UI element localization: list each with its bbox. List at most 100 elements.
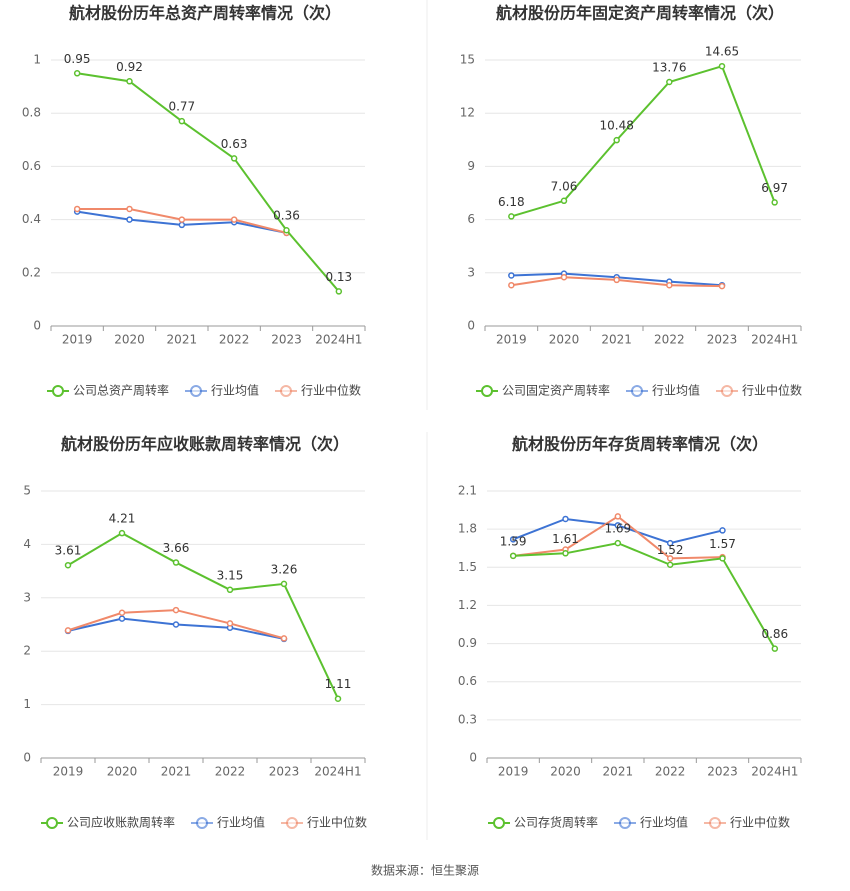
data-label: 0.63 [221,137,248,151]
legend-label: 公司存货周转率 [514,815,598,830]
data-label: 1.57 [709,537,736,551]
point [666,555,674,562]
point [118,609,126,617]
legend-item: 行业中位数 [281,815,367,830]
data-label: 3.61 [55,544,82,558]
x-tick-label: 2021 [167,333,198,347]
legend-label: 公司总资产周转率 [73,383,169,398]
x-tick-label: 2021 [161,765,192,779]
point [283,226,290,234]
chart-title: 航材股份历年总资产周转率情况（次） [69,4,341,23]
point [64,561,72,569]
legend-item: 行业均值 [626,383,700,398]
point [613,136,620,144]
point [613,276,620,284]
series-line [67,532,339,700]
x-tick-label: 2023 [707,765,738,779]
data-label: 1.69 [604,522,631,536]
data-label: 7.06 [551,179,578,193]
point [126,78,133,85]
legend-label: 行业均值 [217,815,265,830]
x-tick-label: 2022 [654,333,685,347]
y-tick-label: 3 [23,590,31,604]
x-tick-label: 2019 [53,765,84,779]
point [118,615,126,622]
point [230,155,238,162]
y-tick-label: 0.4 [22,212,41,226]
data-label: 0.13 [325,270,352,284]
point [508,213,515,220]
point [280,635,288,642]
y-tick-label: 1.2 [458,598,477,612]
chart-title: 航材股份历年应收账款周转率情况（次） [61,435,349,454]
point [771,645,779,652]
y-tick-label: 0.6 [22,159,41,173]
x-tick-label: 2022 [655,765,686,779]
point [73,205,81,213]
point [718,62,726,70]
point [614,513,622,520]
x-tick-label: 2023 [707,333,738,347]
y-tick-label: 12 [460,106,475,120]
point [178,221,186,229]
y-tick-label: 2 [23,644,31,658]
point [614,522,622,529]
y-tick-label: 1.8 [458,522,477,536]
chart: 航材股份历年应收账款周转率情况（次） 0 1 2 3 4 5 2019 2020 2021 2022… [23,435,367,830]
y-tick-label: 9 [467,159,475,173]
point [509,552,517,560]
point [335,288,343,295]
y-tick-label: 6 [467,212,475,226]
legend-item: 行业中位数 [704,815,790,830]
legend-item: 行业中位数 [275,383,361,398]
y-tick-label: 2.1 [458,484,477,498]
chart: 航材股份历年固定资产周转率情况（次） 0 3 6 9 12 15 2019 2020 2021 20… [460,4,802,398]
chart-title: 航材股份历年存货周转率情况（次） [512,435,768,454]
point [614,539,622,547]
legend-marker [709,817,721,829]
data-label: 0.36 [273,209,300,223]
point [560,197,568,205]
x-tick-label: 2024H1 [751,765,798,779]
data-label: 0.95 [64,52,91,66]
data-label: 0.86 [761,627,788,641]
point [508,281,515,289]
point [666,561,674,568]
legend-marker [280,385,292,397]
data-label: 14.65 [705,45,739,59]
data-label: 10.48 [599,119,633,133]
x-tick-label: 2019 [498,765,529,779]
point [126,205,133,213]
data-label: 0.92 [116,60,143,74]
legend-item: 行业中位数 [716,383,802,398]
point [178,216,186,223]
chart: 航材股份历年存货周转率情况（次） 0 0.3 0.6 0.9 1.2 1.5 1.8 2.1 20… [458,435,802,830]
y-tick-label: 0.6 [458,674,477,688]
legend-item: 公司固定资产周转率 [476,383,610,398]
series-line [77,72,340,293]
point [172,621,180,628]
legend-label: 行业中位数 [301,383,361,398]
point [562,550,569,557]
legend-item: 行业均值 [191,815,265,830]
point [718,282,726,290]
point [230,216,238,223]
source: 数据来源：恒生聚源 [371,863,479,878]
legend-item: 公司存货周转率 [488,815,598,830]
legend-item: 公司应收账款周转率 [41,815,175,830]
series-line [511,64,776,218]
x-tick-label: 2020 [549,333,580,347]
y-tick-label: 5 [23,484,31,498]
legend-marker [190,385,202,397]
y-tick-label: 0 [33,319,41,333]
x-tick-label: 2024H1 [314,765,361,779]
legend-item: 公司总资产周转率 [47,383,169,398]
data-label: 1.59 [500,534,527,548]
x-tick-label: 2022 [219,333,250,347]
y-tick-label: 0 [467,319,475,333]
y-tick-label: 0 [469,751,477,765]
legend-marker [196,817,208,829]
y-tick-label: 1 [33,53,41,67]
legend-marker [46,817,58,829]
